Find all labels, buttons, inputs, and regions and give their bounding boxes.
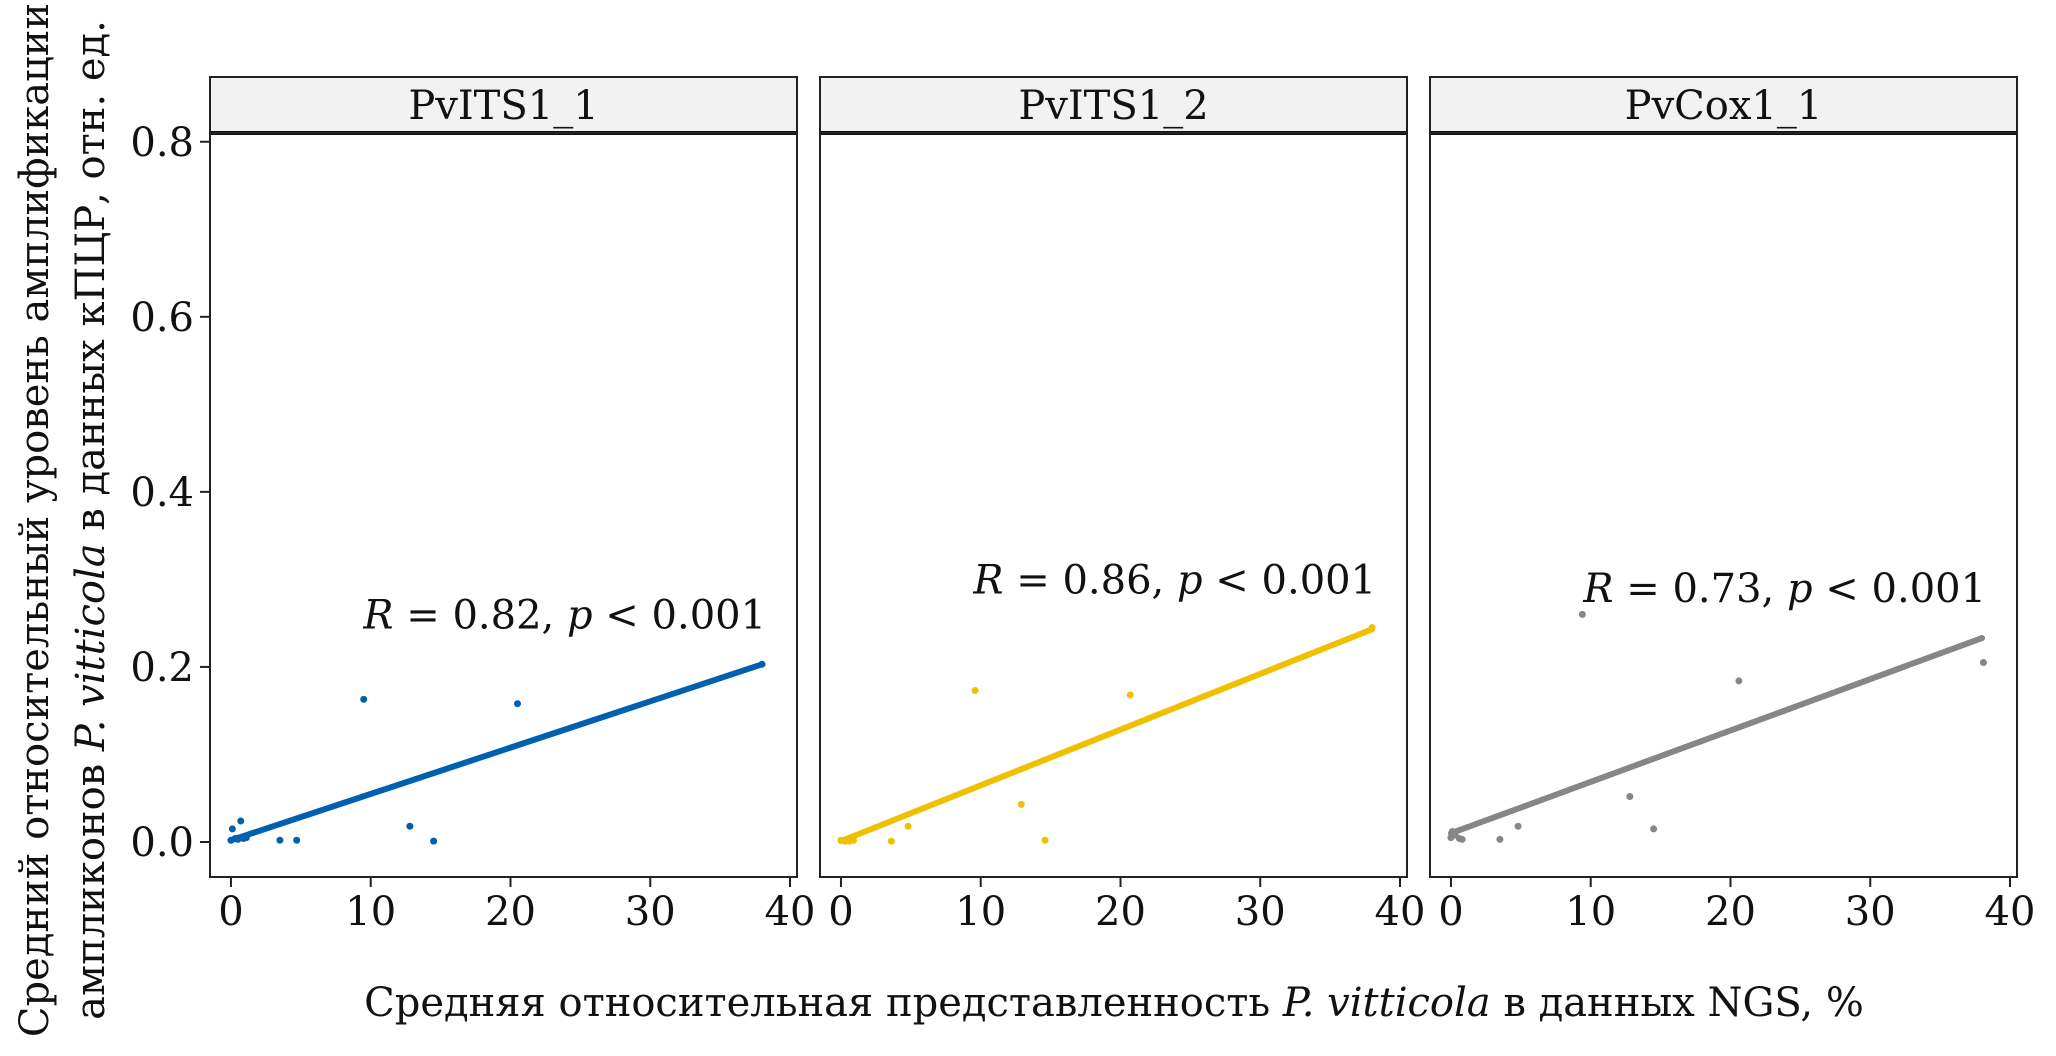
x-tick-label: 40: [1375, 889, 1426, 935]
panels-layer: PvITS1_10 10 20 30 40R = 0.82, p < 0.001PvIT…: [209, 76, 2036, 935]
x-axis-title: Средняя относительная представленность P…: [364, 980, 1864, 1026]
y-tick-label: 0.4: [130, 470, 194, 516]
data-point: [971, 687, 979, 695]
y-axis: 0.0 0.2 0.4 0.6 0.8: [130, 120, 210, 866]
correlation-annotation: R = 0.82, p < 0.001: [362, 592, 766, 638]
y-tick-label: 0.0: [130, 820, 194, 866]
data-point: [1650, 825, 1658, 833]
data-point: [360, 695, 368, 703]
data-point: [276, 836, 284, 844]
facet-strip: [819, 76, 1408, 134]
data-point: [1368, 624, 1376, 632]
data-point: [758, 660, 766, 668]
data-point: [1017, 800, 1025, 808]
data-point: [234, 835, 242, 843]
x-tick-label: 0: [218, 889, 243, 935]
data-point: [1514, 822, 1522, 830]
data-point: [406, 822, 414, 830]
x-tick-label: 10: [1565, 889, 1616, 935]
data-point: [1979, 659, 1987, 667]
y-tick-label: 0.6: [130, 295, 194, 341]
data-point: [1578, 610, 1586, 618]
regression-line: [227, 661, 766, 844]
data-point: [1496, 835, 1504, 843]
data-point: [1041, 836, 1049, 844]
panel-PvITS1_2: PvITS1_2 0 10 20 30 40 R = 0.86, p < 0.001: [819, 76, 1426, 935]
x-tick-label: 10: [955, 889, 1006, 935]
panel-PvITS1_1: PvITS1_1 0 10 20 30 40 R = 0.82, p < 0.001: [209, 76, 816, 935]
data-point: [430, 837, 438, 845]
data-point: [887, 837, 895, 845]
data-point: [1126, 691, 1134, 699]
data-point: [1735, 677, 1743, 685]
data-point: [228, 825, 236, 833]
x-tick-label: 10: [345, 889, 396, 935]
y-axis-title-line2: ампликонов P. vitticola в данных кПЦР, о…: [68, 20, 114, 1020]
data-point: [1626, 792, 1634, 800]
facet-strip-label: PvCox1_1: [1625, 83, 1823, 129]
panel-border: [1429, 132, 2018, 878]
x-tick-label: 20: [1705, 889, 1756, 935]
data-point: [513, 700, 521, 708]
facet-strip: [209, 76, 798, 134]
data-point: [293, 836, 301, 844]
panel-border: [819, 132, 1408, 878]
x-tick-label: 40: [765, 889, 816, 935]
data-point: [850, 836, 858, 844]
correlation-annotation: R = 0.73, p < 0.001: [1582, 566, 1986, 612]
facet-strip-label: PvITS1_2: [1018, 83, 1208, 129]
y-tick-label: 0.8: [130, 120, 194, 166]
panel-border: [209, 132, 798, 878]
data-point: [237, 817, 245, 825]
panel-PvCox1_1: PvCox1_1 0 10 20 30 40 R = 0.73, p < 0.001: [1429, 76, 2036, 935]
regression-line: [837, 626, 1376, 845]
x-tick-label: 30: [1235, 889, 1286, 935]
x-tick-label: 20: [1095, 889, 1146, 935]
x-tick-label: 30: [625, 889, 676, 935]
facet-strip-label: PvITS1_1: [408, 83, 598, 129]
data-point: [904, 822, 912, 830]
x-tick-label: 40: [1985, 889, 2036, 935]
x-tick-label: 30: [1845, 889, 1896, 935]
x-tick-label: 20: [485, 889, 536, 935]
y-axis-title-line1: Средний относительный уровень амплификац…: [12, 3, 58, 1037]
x-tick-label: 0: [828, 889, 853, 935]
x-tick-label: 0: [1438, 889, 1463, 935]
regression-line: [1447, 635, 1986, 837]
y-tick-label: 0.2: [130, 645, 194, 691]
data-point: [1458, 835, 1466, 843]
correlation-annotation: R = 0.86, p < 0.001: [972, 557, 1376, 603]
data-point: [242, 834, 250, 842]
